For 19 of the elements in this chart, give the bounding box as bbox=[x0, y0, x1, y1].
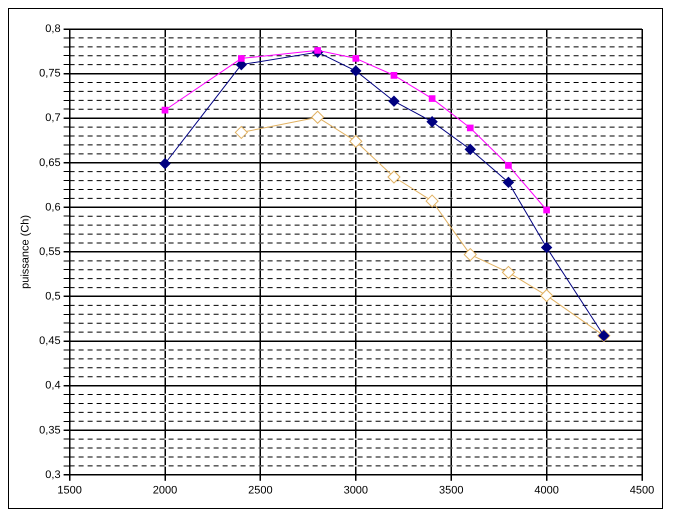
y-tick-label: 0,3 bbox=[45, 468, 61, 481]
y-tick-label: 0,75 bbox=[39, 68, 61, 80]
y-tick-label: 0,35 bbox=[39, 424, 61, 436]
x-tick-label: 2000 bbox=[152, 484, 178, 496]
y-axis-title: puissance (Ch) bbox=[20, 214, 32, 289]
x-tick-label: 4000 bbox=[534, 484, 559, 496]
x-tick-label: 3500 bbox=[438, 484, 464, 496]
x-tick-label: 2500 bbox=[248, 484, 273, 496]
y-tick-label: 0,4 bbox=[45, 380, 61, 392]
x-tick-label: 3000 bbox=[344, 484, 368, 496]
y-tick-label: 0,5 bbox=[45, 290, 61, 303]
y-tick-label: 0,8 bbox=[45, 23, 61, 36]
x-tick-label: 4500 bbox=[630, 484, 654, 496]
y-tick-label: 0,65 bbox=[39, 156, 61, 169]
y-tick-label: 0,6 bbox=[45, 201, 61, 214]
y-tick-label: 0,45 bbox=[39, 335, 61, 348]
y-tick-label: 0,55 bbox=[39, 246, 61, 258]
x-tick-label: 1500 bbox=[57, 484, 82, 496]
y-tick-label: 0,7 bbox=[45, 112, 61, 124]
